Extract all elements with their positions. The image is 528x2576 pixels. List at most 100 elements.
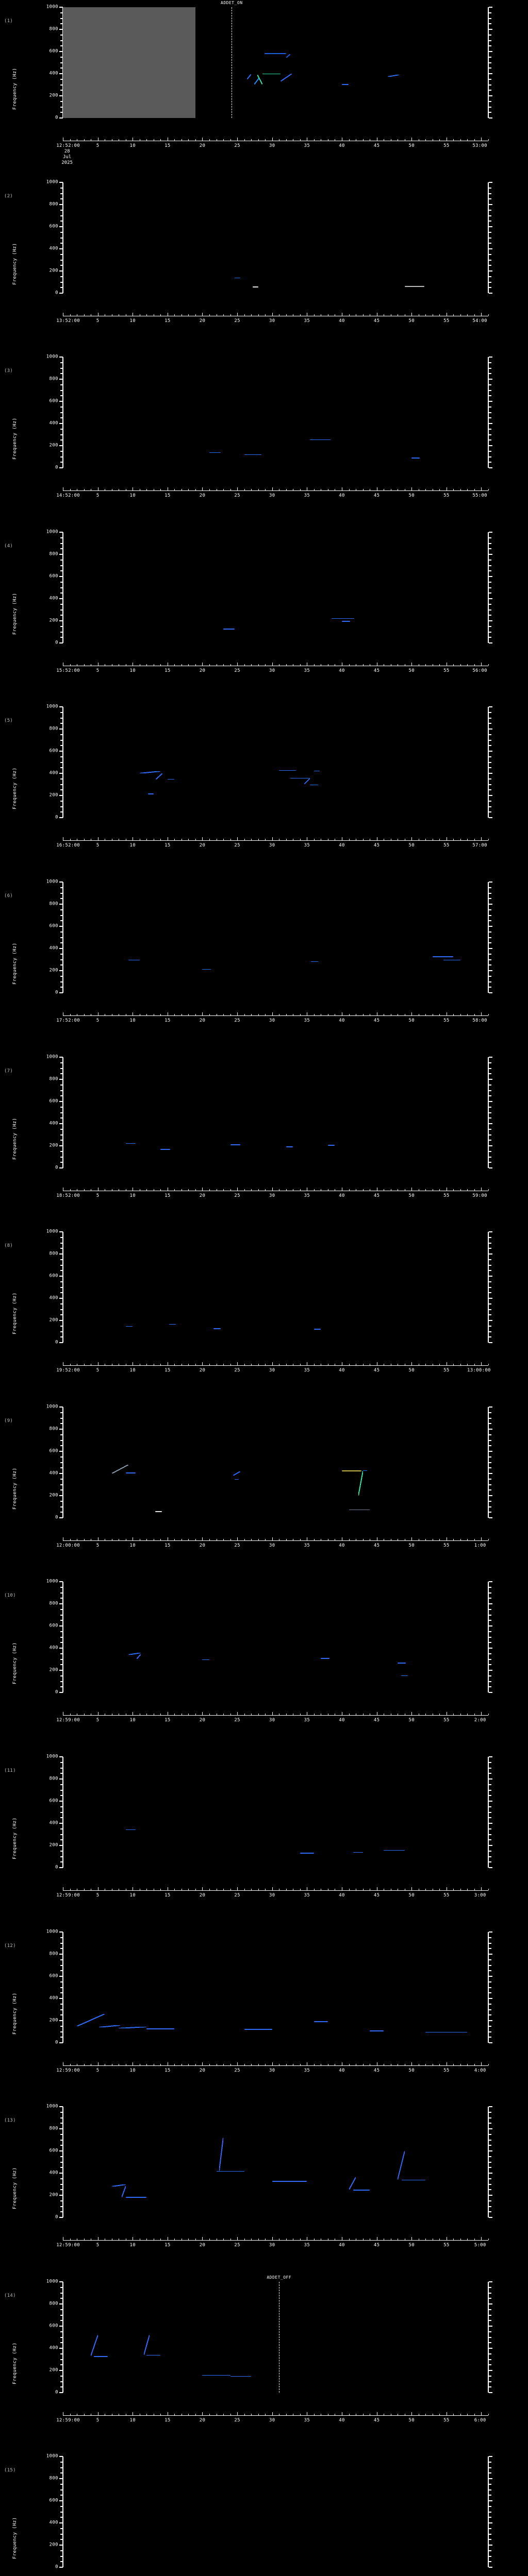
y-tick: [60, 1653, 63, 1654]
x-tick: [244, 2239, 245, 2240]
x-tick-label: 35: [304, 2068, 310, 2073]
y-tick: [60, 56, 63, 58]
y-axis-spine-right: [488, 882, 489, 993]
x-tick-label: 35: [304, 843, 310, 848]
x-tick-label: 20: [199, 2418, 206, 2423]
y-tick-right: [489, 2133, 491, 2135]
x-tick: [223, 2239, 224, 2240]
y-tick: [59, 1867, 63, 1868]
x-tick: [272, 138, 273, 141]
detection-track: [353, 1852, 363, 1853]
x-tick: [349, 1714, 350, 1715]
y-tick: [60, 100, 63, 102]
y-tick-right: [489, 806, 491, 807]
x-tick: [146, 489, 147, 490]
no-data-region: [63, 7, 195, 118]
y-tick: [60, 778, 63, 779]
x-tick: [474, 314, 475, 316]
x-tick: [362, 1014, 364, 1015]
x-tick: [300, 1189, 301, 1191]
x-tick: [84, 314, 85, 316]
y-tick-label: 200: [49, 1667, 58, 1673]
y-tick: [60, 40, 63, 41]
y-tick: [60, 1850, 63, 1852]
y-tick: [60, 2386, 63, 2388]
y-tick-right: [489, 1834, 491, 1835]
x-tick: [251, 1714, 252, 1715]
y-tick-right: [489, 112, 491, 113]
y-tick-right: [489, 193, 491, 194]
y-tick: [59, 293, 63, 294]
x-axis-line: [63, 840, 488, 841]
y-tick-right: [489, 728, 492, 730]
x-tick: [188, 139, 189, 141]
y-tick: [60, 23, 63, 25]
y-tick-right: [489, 1451, 492, 1452]
y-tick-right: [489, 1614, 491, 1616]
y-tick: [59, 1692, 63, 1693]
panel-index-label: (12): [4, 1943, 16, 1948]
x-tick-label: 35: [304, 143, 310, 148]
y-tick: [60, 1067, 63, 1069]
x-tick-label: 50: [408, 318, 415, 324]
x-tick-label-end: 58:00: [472, 1018, 487, 1023]
y-axis-spine-right: [488, 182, 489, 293]
detection-track: [202, 2375, 230, 2376]
x-tick-label: 45: [373, 1193, 380, 1198]
y-axis-title: Frequency (Hz): [12, 2167, 18, 2209]
y-tick: [60, 1336, 63, 1338]
y-tick: [59, 2106, 63, 2107]
x-tick: [202, 1887, 203, 1890]
x-tick: [223, 314, 224, 316]
y-tick-right: [489, 1581, 492, 1582]
y-tick-right: [489, 1784, 491, 1785]
y-tick: [60, 2533, 63, 2535]
y-tick: [60, 2353, 63, 2354]
x-tick: [230, 1714, 231, 1715]
x-tick: [237, 487, 238, 490]
y-tick-label: 600: [49, 2148, 58, 2154]
y-tick: [60, 1658, 63, 1660]
x-tick: [209, 489, 210, 490]
x-tick: [230, 2064, 231, 2065]
y-tick-label: 200: [49, 792, 58, 798]
y-tick-label: 0: [55, 465, 58, 470]
y-tick-right: [489, 1942, 491, 1944]
event-marker-title: ADDET_ON: [221, 1, 243, 5]
x-tick: [251, 839, 252, 840]
x-tick-label: 40: [339, 2243, 345, 2248]
x-tick: [467, 1364, 468, 1365]
x-tick: [230, 1539, 231, 1540]
x-tick-label: 5: [96, 1718, 100, 1723]
x-tick: [223, 664, 224, 666]
y-tick: [59, 2217, 63, 2218]
y-tick: [60, 187, 63, 189]
x-tick-label: 40: [339, 1718, 345, 1723]
y-tick: [60, 2364, 63, 2366]
y-tick: [60, 609, 63, 611]
y-tick: [60, 1439, 63, 1441]
x-tick-label-end: 6:00: [474, 2418, 486, 2423]
x-tick: [84, 1014, 85, 1015]
x-tick: [272, 1887, 273, 1890]
y-tick-right: [489, 1495, 492, 1496]
x-tick: [439, 1889, 440, 1890]
y-tick: [60, 784, 63, 785]
y-tick-right: [489, 2331, 491, 2332]
y-tick: [59, 1079, 63, 1080]
y-tick: [59, 2348, 63, 2349]
x-tick: [362, 1364, 364, 1365]
x-tick: [195, 139, 196, 141]
y-axis-spine: [62, 707, 63, 818]
x-tick: [453, 2064, 454, 2065]
x-tick: [174, 1014, 175, 1015]
y-tick: [60, 462, 63, 463]
y-tick-right: [489, 1073, 491, 1075]
x-tick: [202, 1537, 203, 1540]
y-tick: [60, 898, 63, 900]
x-tick-label: 10: [129, 2243, 136, 2248]
y-tick: [60, 892, 63, 894]
x-tick: [272, 313, 273, 316]
y-tick-right: [489, 795, 492, 796]
x-tick: [209, 1014, 210, 1015]
